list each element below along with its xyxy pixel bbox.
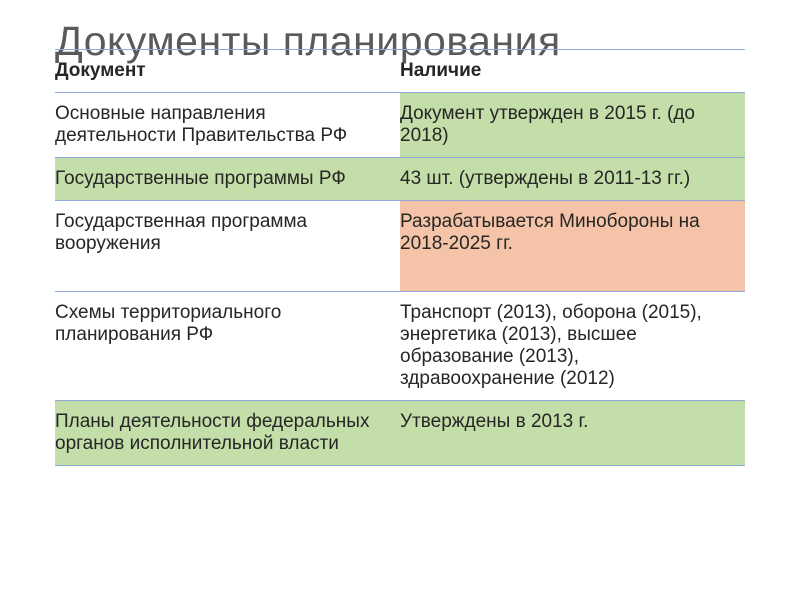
table-cell: 43 шт. (утверждены в 2011-13 гг.) <box>400 158 745 201</box>
col-header-availability: Наличие <box>400 50 745 93</box>
table-body: Основные направления деятельности Правит… <box>55 93 745 466</box>
table-row: Основные направления деятельности Правит… <box>55 93 745 158</box>
table-row: Схемы территориального планирования РФТр… <box>55 292 745 401</box>
table-cell: Основные направления деятельности Правит… <box>55 93 400 158</box>
table-cell: Государственная программа вооружения <box>55 201 400 292</box>
table-row: Государственные программы РФ43 шт. (утве… <box>55 158 745 201</box>
slide: Документы планирования Документ Наличие … <box>0 0 800 600</box>
table-cell: Транспорт (2013), оборона (2015), энерге… <box>400 292 745 401</box>
table-cell: Государственные программы РФ <box>55 158 400 201</box>
table-cell: Разрабатывается Минобороны на 2018-2025 … <box>400 201 745 292</box>
table-cell: Утверждены в 2013 г. <box>400 401 745 466</box>
table-cell: Схемы территориального планирования РФ <box>55 292 400 401</box>
table-header-row: Документ Наличие <box>55 50 745 93</box>
table-row: Планы деятельности федеральных органов и… <box>55 401 745 466</box>
col-header-document: Документ <box>55 50 400 93</box>
table-row: Государственная программа вооруженияРазр… <box>55 201 745 292</box>
table-cell: Документ утвержден в 2015 г. (до 2018) <box>400 93 745 158</box>
documents-table: Документ Наличие Основные направления де… <box>55 49 745 466</box>
table-cell: Планы деятельности федеральных органов и… <box>55 401 400 466</box>
